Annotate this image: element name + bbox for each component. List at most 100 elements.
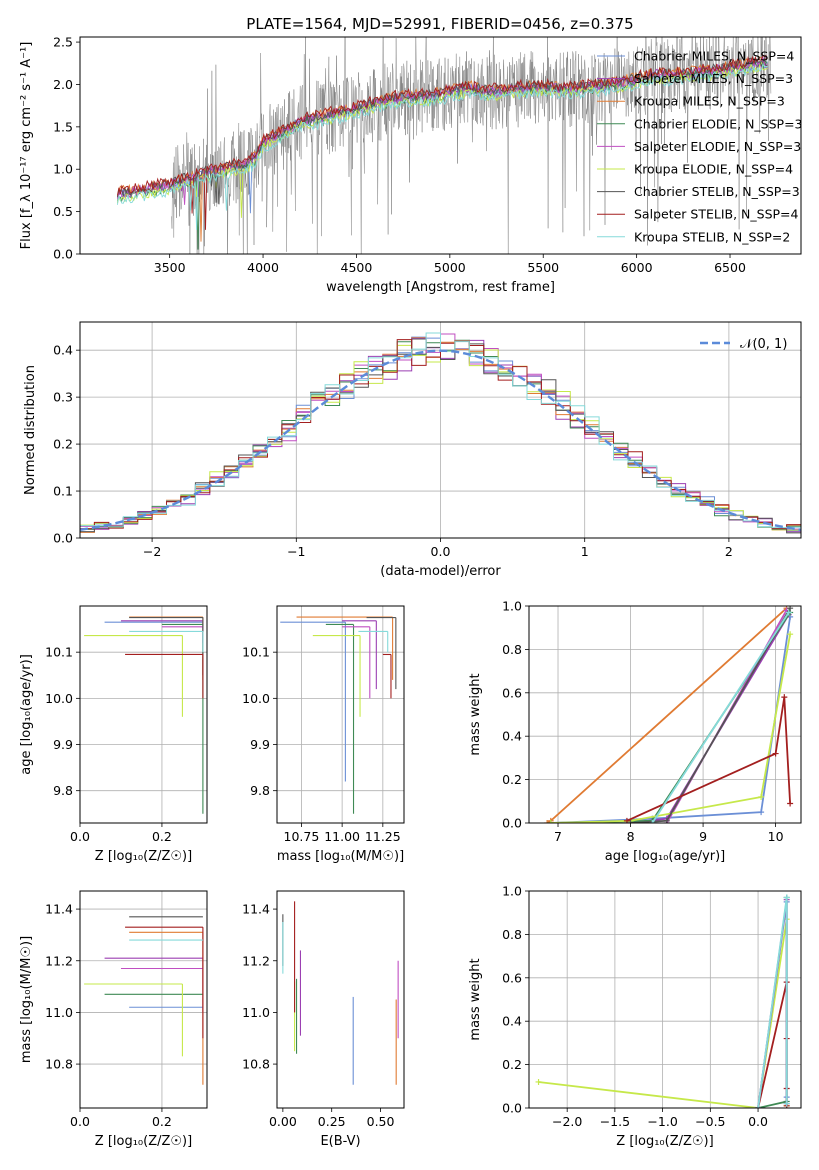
axes-weight_vs_Z: −2.0 −1.5 −1.0 −0.5 0.0 0.0 0.2 0.4 0.6 0.8 1.0 Z […: [468, 884, 802, 1149]
x-tick-label: 10.75: [284, 829, 320, 844]
x-tick-label: 11.25: [365, 829, 401, 844]
y-tick-label: 1.0: [53, 162, 73, 177]
data-point: [755, 1105, 762, 1108]
x-tick-label: 5500: [527, 260, 559, 275]
figure-title: PLATE=1564, MJD=52991, FIBERID=0456, z=0…: [246, 15, 633, 33]
x-axis-label: wavelength [Angstrom, rest frame]: [326, 280, 555, 295]
hist-plot-area: [80, 332, 801, 537]
legend-label: Chabrier STELIB, N_SSP=3: [634, 184, 800, 199]
x-tick-label: −2: [143, 544, 161, 559]
y-tick-label: 0.0: [502, 816, 522, 831]
plot-frame: [528, 890, 802, 1109]
x-tick-label: −1: [287, 544, 305, 559]
y-tick-label: 0.4: [53, 343, 73, 358]
normal-curve: [80, 349, 801, 531]
x-tick-label: 0.0: [70, 1114, 90, 1129]
weight_vs_age-plot-area: [544, 606, 794, 823]
y-tick-label: 11.0: [242, 1005, 270, 1020]
x-tick-label: 3500: [154, 260, 186, 275]
legend-label: Kroupa MILES, N_SSP=3: [634, 94, 785, 109]
model-line: [116, 61, 768, 218]
data-point: [544, 820, 551, 823]
y-tick-label: 0.2: [502, 1057, 522, 1072]
y-tick-label: 0.8: [502, 642, 522, 657]
x-tick-label: −1.0: [647, 1114, 677, 1129]
y-tick-label: 0.5: [53, 204, 73, 219]
age_vs_Z-plot-area: [84, 616, 204, 814]
x-tick-label: 9: [699, 829, 707, 844]
weight-line: [550, 634, 791, 823]
x-axis-label: age [log₁₀(age/yr)]: [605, 849, 726, 864]
x-tick-label: 0.50: [367, 1114, 395, 1129]
y-tick-label: 1.0: [502, 599, 522, 614]
x-tick-label: 7: [554, 829, 562, 844]
axes-weight_vs_age: 7 8 9 10 0.0 0.2 0.4 0.6 0.8 1.0 age [log₁₀(age/yr…: [468, 599, 802, 864]
y-axis-label: mass weight: [468, 673, 483, 755]
weight-line: [626, 696, 791, 822]
y-tick-label: 0.0: [53, 247, 73, 262]
y-tick-label: 2.0: [53, 77, 73, 92]
y-tick-label: 0.6: [502, 685, 522, 700]
plot-frame: [79, 321, 802, 539]
y-axis-label: mass [log₁₀(M/M☉)]: [19, 936, 34, 1063]
x-tick-label: 2: [725, 544, 733, 559]
x-tick-label: 0.2: [152, 1114, 172, 1129]
x-axis-label: mass [log₁₀(M/M☉)]: [277, 849, 404, 864]
y-tick-label: 1.5: [53, 119, 73, 134]
y-tick-label: 10.1: [45, 645, 73, 660]
x-tick-label: 0.0: [431, 544, 451, 559]
x-tick-label: 10: [768, 829, 784, 844]
x-tick-label: 6500: [714, 260, 746, 275]
x-tick-label: 0.0: [70, 829, 90, 844]
weight-line: [651, 612, 790, 823]
plot-frame: [276, 605, 405, 824]
data-point: [783, 1100, 790, 1107]
y-tick-label: 11.0: [45, 1005, 73, 1020]
y-tick-label: 0.0: [502, 1101, 522, 1116]
data-point: [758, 793, 765, 800]
y-tick-label: 11.4: [45, 902, 73, 917]
x-axis-label: (data-model)/error: [380, 564, 501, 579]
data-point: [787, 800, 794, 807]
model-line: [116, 62, 768, 231]
axes-spectrum: 3500 4000 4500 5000 5500 6000 6500 0.0 0.5 1.0 1.5…: [19, 35, 803, 295]
legend-label: Salpeter ELODIE, N_SSP=3: [634, 139, 801, 154]
legend-label: Chabrier ELODIE, N_SSP=3: [634, 116, 803, 131]
data-point: [649, 820, 656, 823]
y-tick-label: 0.2: [502, 772, 522, 787]
charts-container: 3500 4000 4500 5000 5500 6000 6500 0.0 0.5 1.0 1.5…: [19, 35, 803, 1149]
data-point: [547, 820, 554, 823]
data-point: [627, 820, 634, 823]
x-tick-label: 0.0: [748, 1114, 768, 1129]
y-tick-label: 9.8: [53, 783, 73, 798]
legend-label: Chabrier MILES, N_SSP=4: [634, 49, 794, 64]
y-tick-label: 10.8: [45, 1057, 73, 1072]
weight_vs_Z-plot-area: [535, 894, 790, 1108]
x-tick-label: −0.5: [695, 1114, 725, 1129]
plot-frame: [79, 605, 208, 824]
axes-mass_vs_ebv: 0.00 0.25 0.50 10.8 11.0 11.2 11.4 E(B-V): [242, 890, 405, 1149]
axes-residuals: −2 −1 0.0 1 2 0.0 0.1 0.2 0.3 0.4 (data-model)/err…: [23, 321, 802, 579]
axes-age_vs_mass: 10.75 11.00 11.25 9.8 9.9 10.0 10.1 mass [log₁₀…: [242, 605, 405, 864]
y-tick-label: 0.6: [502, 970, 522, 985]
spectrum-plot-area: [116, 37, 772, 254]
mass_vs_ebv-plot-area: [282, 901, 399, 1085]
spectrum-legend: Chabrier MILES, N_SSP=4 Salpeter MILES, N…: [597, 49, 803, 244]
plot-frame: [79, 890, 208, 1109]
y-tick-label: 2.5: [53, 35, 73, 50]
data-point: [787, 631, 794, 638]
legend-label: Kroupa ELODIE, N_SSP=4: [634, 162, 793, 177]
y-tick-label: 9.9: [53, 737, 73, 752]
x-tick-label: 0.00: [269, 1114, 297, 1129]
x-tick-label: 0.2: [152, 829, 172, 844]
axes-age_vs_Z: 0.0 0.2 9.8 9.9 10.0 10.1 Z [log₁₀(Z/Z☉)] age […: [19, 605, 208, 864]
data-point: [772, 750, 779, 757]
y-tick-label: 10.8: [242, 1057, 270, 1072]
residual-legend: 𝒩(0, 1): [700, 337, 787, 352]
y-tick-label: 10.0: [45, 691, 73, 706]
x-tick-label: 1: [581, 544, 589, 559]
y-tick-label: 0.0: [53, 531, 73, 546]
weight-line: [630, 607, 791, 823]
data-point: [781, 694, 788, 701]
